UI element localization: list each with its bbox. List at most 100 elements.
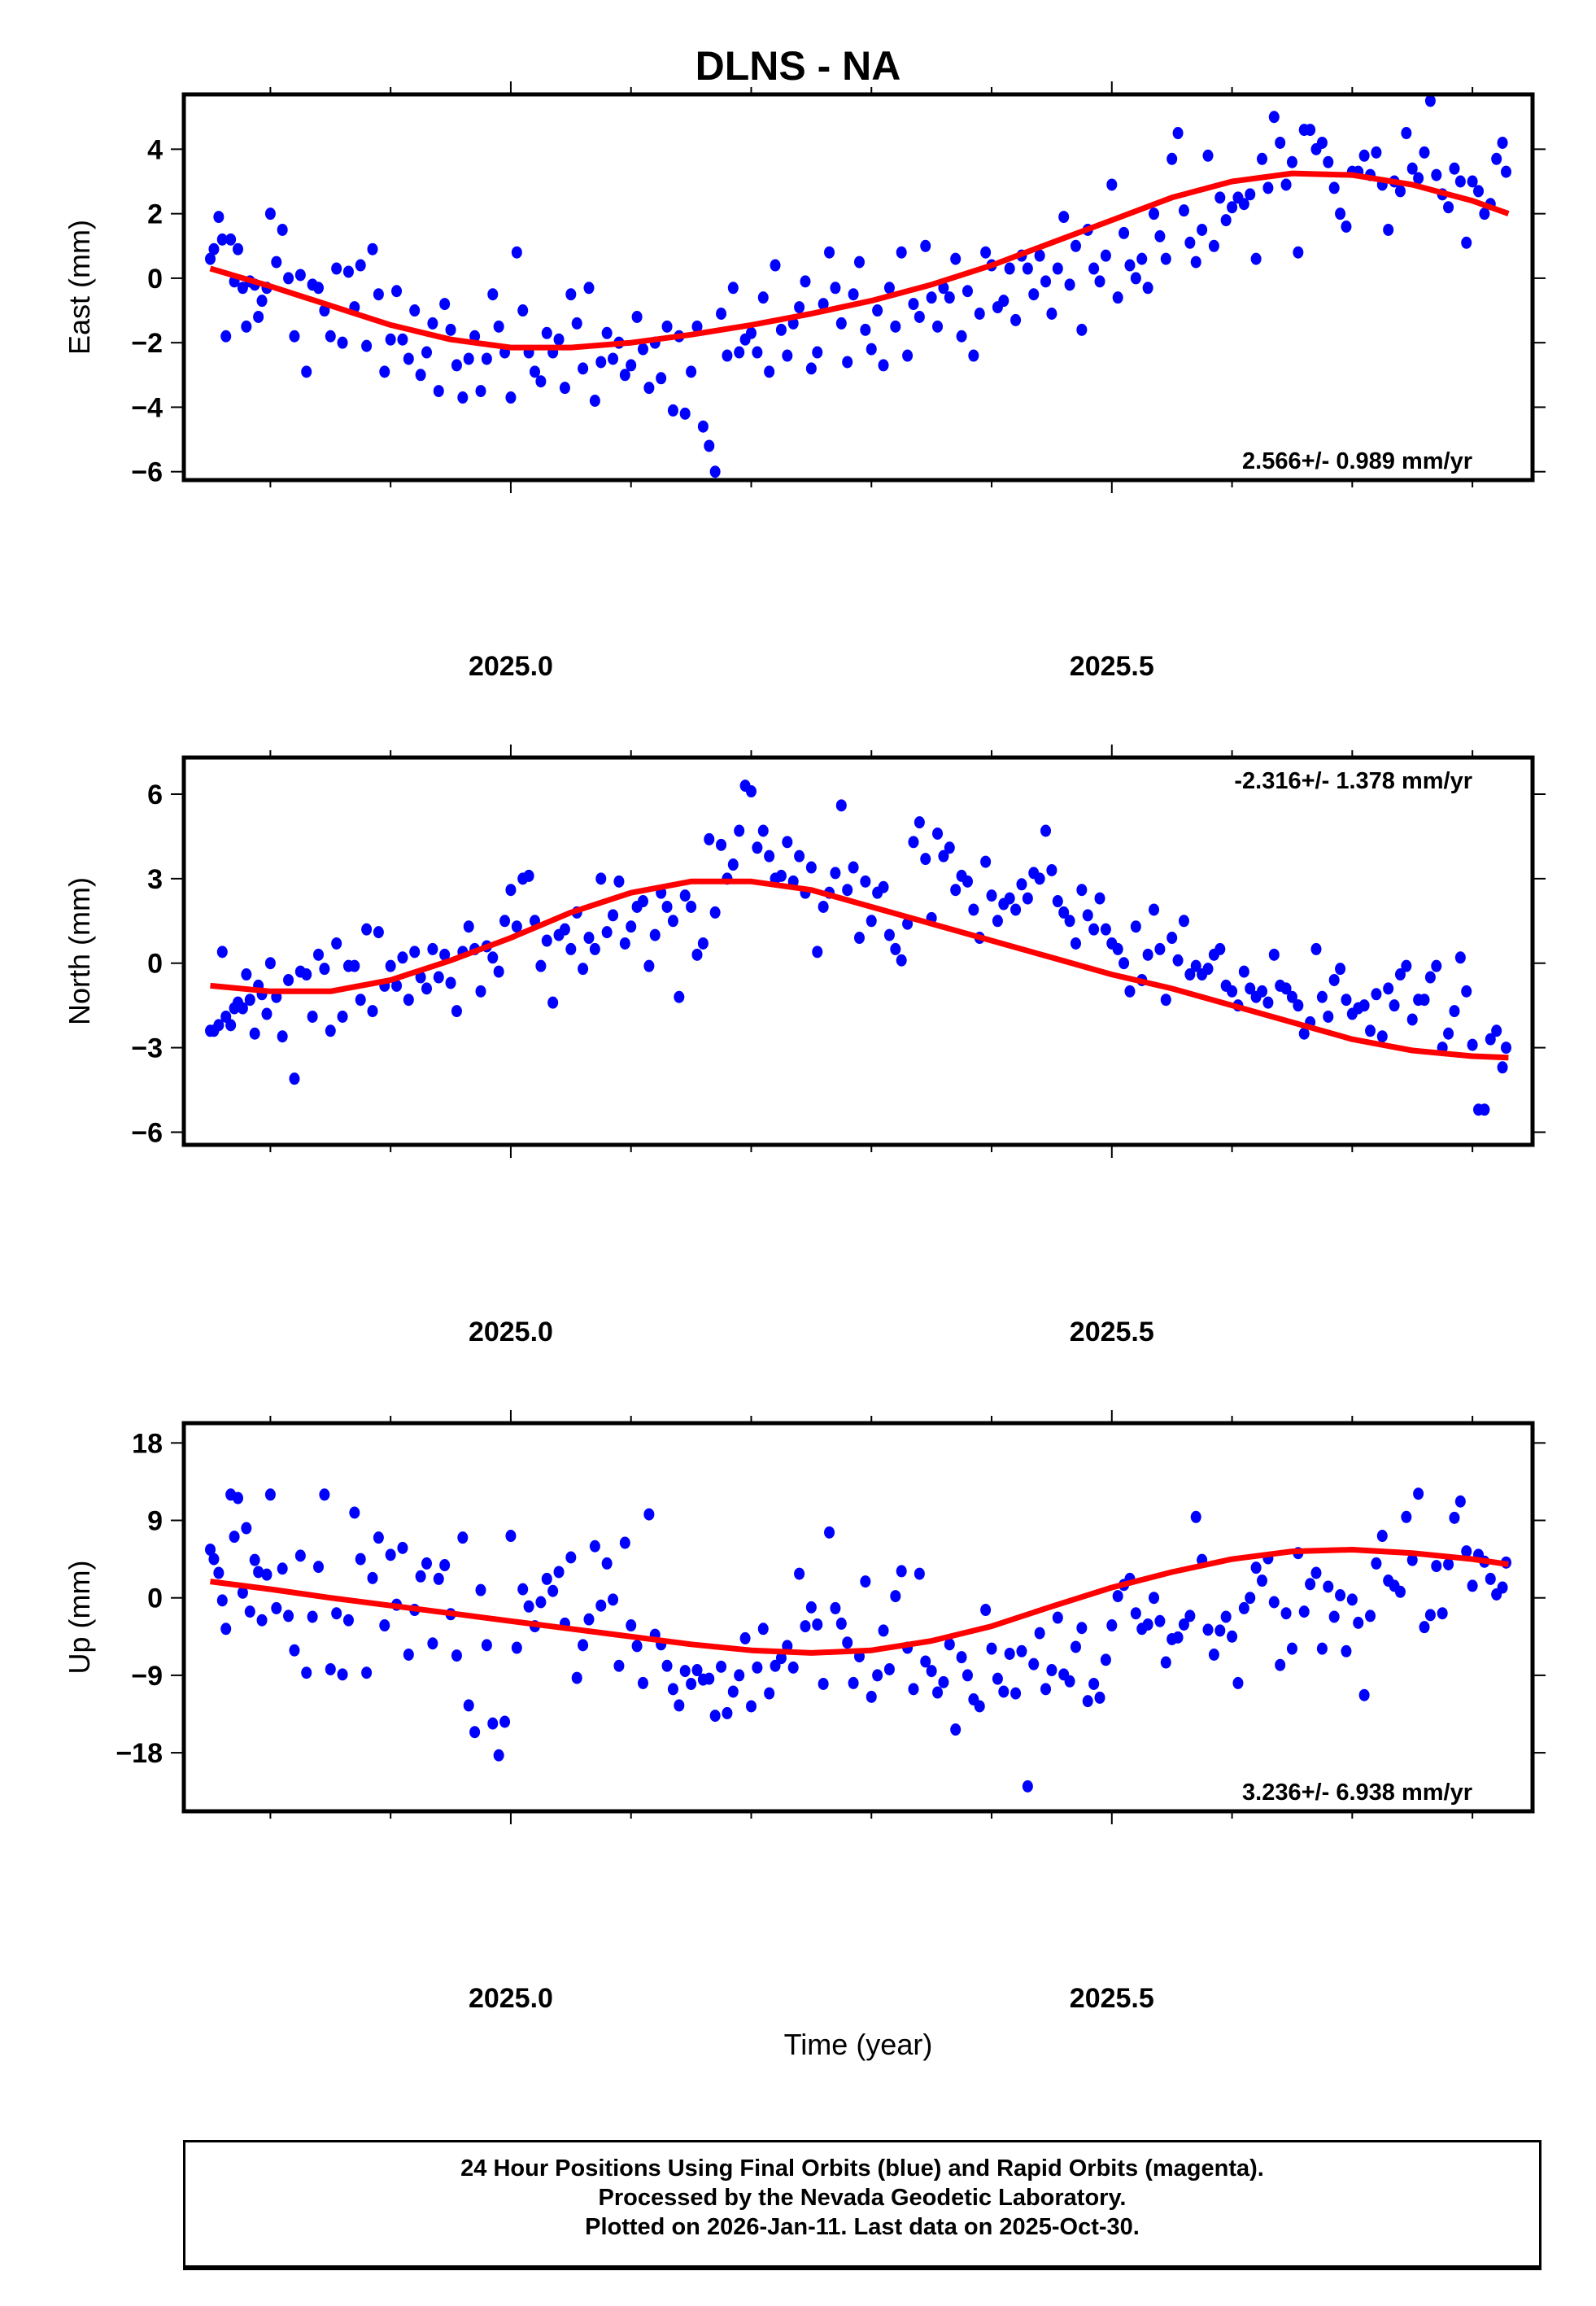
data-point <box>261 1568 273 1581</box>
data-point <box>896 1565 907 1578</box>
data-point <box>1119 957 1130 970</box>
data-point <box>487 288 499 301</box>
data-point <box>626 1619 637 1632</box>
data-point <box>220 330 232 343</box>
data-point <box>1467 1579 1478 1592</box>
data-point <box>232 1491 243 1505</box>
y-tick-label: −6 <box>131 457 163 488</box>
data-point <box>968 349 979 362</box>
data-point <box>1124 259 1136 272</box>
data-point <box>469 1726 481 1739</box>
data-point <box>565 288 577 301</box>
data-point <box>944 1638 955 1651</box>
data-point <box>1491 1024 1502 1037</box>
data-point <box>1040 275 1052 288</box>
data-point <box>578 362 589 375</box>
panel-east: 4 2 0 −2 −4 −6 2025.0 2025.5 East (mm) 2.566+/- 0… <box>63 81 1546 682</box>
data-point <box>722 349 733 362</box>
data-point <box>800 1620 811 1633</box>
data-point <box>1202 149 1214 162</box>
data-point <box>860 323 871 336</box>
data-point <box>1424 971 1436 984</box>
data-point <box>487 1717 499 1730</box>
data-point <box>595 1599 607 1612</box>
data-point <box>475 985 486 998</box>
data-point <box>1094 892 1105 905</box>
data-point <box>220 1622 232 1636</box>
data-point <box>487 951 499 964</box>
data-point <box>853 932 865 945</box>
data-point <box>565 1551 577 1564</box>
y-axis-label: East (mm) <box>63 220 96 355</box>
data-point <box>1443 201 1454 214</box>
data-point <box>253 310 264 323</box>
data-point <box>637 895 648 908</box>
data-point <box>559 923 570 936</box>
data-point <box>589 942 600 955</box>
data-point <box>264 207 276 221</box>
data-point <box>1449 162 1460 175</box>
data-point <box>457 1531 469 1544</box>
data-point <box>301 1666 312 1679</box>
data-point <box>1058 906 1070 919</box>
data-point <box>1046 307 1057 320</box>
data-point <box>523 869 534 882</box>
data-point <box>301 968 312 981</box>
data-point <box>775 869 787 882</box>
data-point <box>307 1010 318 1023</box>
data-point <box>1214 191 1226 204</box>
data-point <box>932 827 944 840</box>
data-point <box>1142 282 1153 295</box>
data-point <box>956 1651 967 1664</box>
data-point <box>1491 152 1502 165</box>
data-point <box>319 1488 330 1501</box>
data-point <box>956 330 967 343</box>
rate-annotation: -2.316+/- 1.378 mm/yr <box>1234 768 1472 794</box>
data-point <box>445 323 456 336</box>
data-point <box>1449 1511 1460 1524</box>
data-point <box>249 1553 260 1566</box>
data-point <box>643 959 655 972</box>
data-point <box>1227 201 1238 214</box>
data-point <box>225 233 237 246</box>
data-point <box>661 900 673 913</box>
data-point <box>709 906 721 919</box>
data-point <box>613 875 625 888</box>
data-point <box>241 1522 252 1535</box>
data-point <box>1323 1010 1334 1023</box>
data-point <box>1190 959 1201 972</box>
data-point <box>661 1659 673 1672</box>
data-point <box>1214 1624 1226 1637</box>
data-point <box>1323 1580 1334 1593</box>
data-point <box>1341 220 1352 233</box>
data-point <box>529 365 540 378</box>
data-point <box>878 880 889 893</box>
data-point <box>1232 1676 1244 1689</box>
data-point <box>805 1601 817 1614</box>
data-point <box>1016 878 1027 891</box>
data-point <box>493 1749 504 1762</box>
data-point <box>734 824 745 837</box>
data-point <box>1497 1061 1508 1074</box>
data-point <box>385 333 396 346</box>
data-point <box>433 1572 444 1585</box>
data-point <box>1004 262 1015 275</box>
data-point <box>745 1700 757 1713</box>
data-point <box>757 824 769 837</box>
plot-area <box>205 1487 1511 1793</box>
data-point <box>908 1683 919 1696</box>
data-point <box>391 979 403 992</box>
data-point <box>1280 1607 1292 1620</box>
data-point <box>439 298 451 311</box>
data-point <box>848 288 859 301</box>
plot-frame <box>181 1421 1535 1814</box>
data-point <box>1112 291 1123 304</box>
data-point <box>225 1019 237 1032</box>
data-point <box>656 372 667 385</box>
data-point <box>1034 249 1045 262</box>
data-point <box>1100 249 1111 262</box>
data-point <box>1394 1585 1406 1598</box>
data-point <box>294 269 306 282</box>
data-point <box>1220 214 1232 227</box>
data-point <box>1178 915 1189 928</box>
